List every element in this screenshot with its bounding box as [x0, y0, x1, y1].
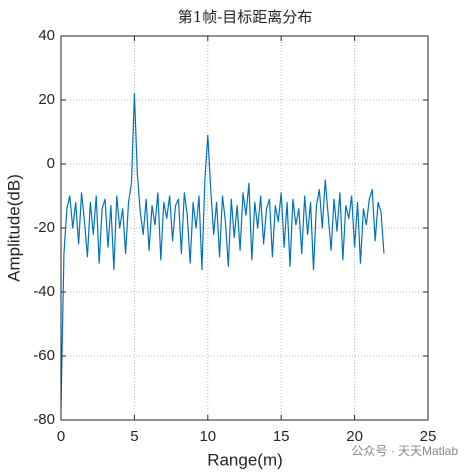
y-tick-label: 0: [47, 155, 55, 172]
x-tick-label: 20: [346, 428, 363, 445]
x-axis-label: Range(m): [207, 450, 283, 469]
y-tick-label: -40: [33, 283, 55, 300]
x-tick-label: 0: [57, 428, 65, 445]
watermark: 公众号 · 天天Matlab: [351, 444, 458, 458]
x-tick-label: 10: [199, 428, 216, 445]
y-axis-label: Amplitude(dB): [4, 174, 23, 282]
data-line: [60, 93, 385, 408]
y-tick-label: 40: [38, 27, 55, 44]
y-tick-label: -20: [33, 219, 55, 236]
y-tick-label: -60: [33, 347, 55, 364]
x-tick-label: 15: [273, 428, 290, 445]
y-tick-label: -80: [33, 411, 55, 428]
axes-box: [60, 35, 429, 421]
x-tick-label: 5: [130, 428, 138, 445]
chart-title: 第1帧-目标距离分布: [178, 8, 313, 26]
y-tick-label: 20: [38, 91, 55, 108]
x-tick-label: 25: [420, 428, 437, 445]
